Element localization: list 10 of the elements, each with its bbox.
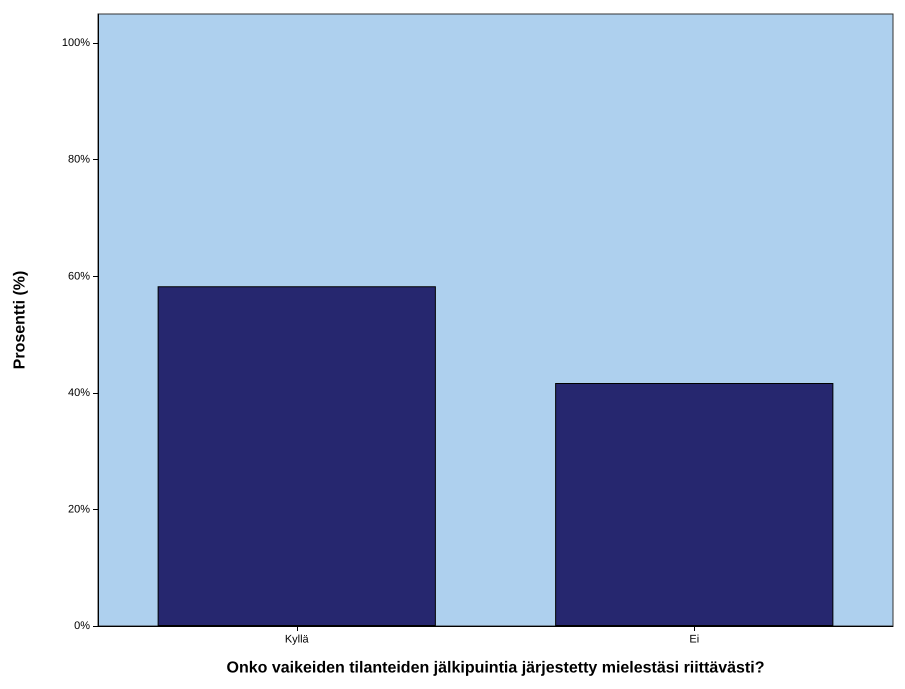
y-axis-title: Prosentti (%)	[12, 270, 28, 370]
x-axis-title: Onko vaikeiden tilanteiden jälkipuintia järjestetty mielestäsi riittävästi?	[226, 660, 764, 676]
y-tick-label: 0%	[74, 620, 90, 632]
y-tick-label: 100%	[62, 37, 90, 50]
y-tick-label: 20%	[68, 503, 90, 516]
y-tick-label: 80%	[68, 154, 90, 166]
y-tick-label: 40%	[68, 386, 90, 399]
x-tick-label: Kyllä	[284, 634, 310, 646]
y-tick-label: 60%	[68, 270, 90, 282]
x-tick-label: Ei	[689, 634, 700, 646]
